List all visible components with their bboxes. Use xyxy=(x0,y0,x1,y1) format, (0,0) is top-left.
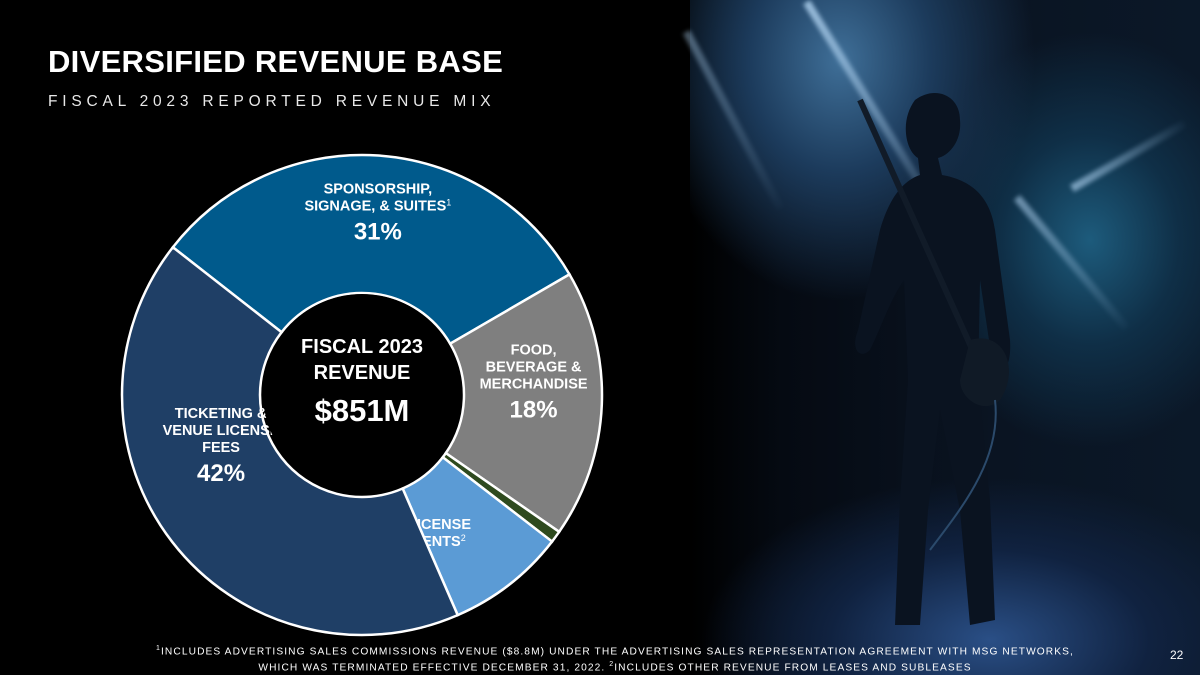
center-total-value: $851M xyxy=(315,393,410,428)
footnote-marker-1: 1 xyxy=(156,645,161,652)
footnote-line-2-start: WHICH WAS TERMINATED EFFECTIVE DECEMBER … xyxy=(258,662,610,674)
center-label-line-1: FISCAL 2023 xyxy=(301,336,423,358)
footnote-line-2-end: INCLUDES OTHER REVENUE FROM LEASES AND S… xyxy=(614,662,972,674)
donut-slice xyxy=(120,245,460,637)
performer-silhouette-icon xyxy=(855,92,1011,626)
slice-label: SIGNAGE, & SUITES1 xyxy=(304,198,451,215)
page-number: 22 xyxy=(1170,648,1184,662)
slide-title: DIVERSIFIED REVENUE BASE xyxy=(48,44,504,79)
slice-label: MERCHANDISE xyxy=(480,377,588,393)
slice-label: TICKETING & xyxy=(175,406,268,422)
donut-slice xyxy=(444,272,604,534)
donut-center xyxy=(263,294,461,492)
slice-label: FOOD, xyxy=(511,343,557,359)
slice-label: FEES xyxy=(202,440,240,456)
slice-label: SPONSORSHIP, xyxy=(324,182,433,198)
slice-label-superscript: 2 xyxy=(461,533,466,543)
slice-percent-label: 31% xyxy=(354,219,402,246)
slide-subtitle: FISCAL 2023 REPORTED REVENUE MIX xyxy=(48,93,496,110)
donut-slice xyxy=(171,153,572,346)
slice-percent-label: 42% xyxy=(197,460,245,487)
slice-label-superscript: 1 xyxy=(446,198,451,208)
footnote: 1INCLUDES ADVERTISING SALES COMMISSIONS … xyxy=(150,642,1080,675)
slice-label: VENUE LICENSE xyxy=(163,423,280,439)
center-label-line-2: REVENUE xyxy=(314,362,411,384)
footnote-line-1: INCLUDES ADVERTISING SALES COMMISSIONS R… xyxy=(161,646,1074,658)
footnote-marker-2: 2 xyxy=(609,661,615,669)
slice-label: BEVERAGE & xyxy=(486,360,582,376)
slice-percent-label: 18% xyxy=(510,397,558,424)
